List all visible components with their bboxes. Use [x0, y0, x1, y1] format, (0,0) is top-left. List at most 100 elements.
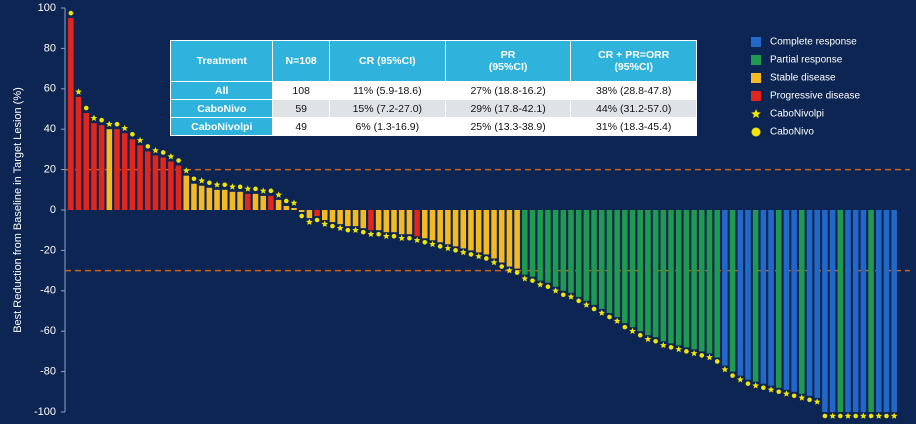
- bar: [875, 210, 882, 412]
- marker: [807, 397, 812, 403]
- bar: [221, 189, 228, 210]
- table-cell: 108: [272, 81, 330, 100]
- bar: [214, 189, 220, 210]
- legend-label: Complete response: [770, 37, 857, 48]
- marker: [822, 413, 828, 419]
- bar: [345, 210, 351, 227]
- marker: [360, 229, 366, 235]
- bar: [306, 210, 313, 219]
- bar: [398, 210, 405, 235]
- marker: [706, 353, 713, 361]
- bar: [691, 210, 697, 350]
- bar: [237, 191, 243, 210]
- table-cell: 27% (18.8-16.2): [444, 81, 572, 100]
- bar: [799, 210, 805, 394]
- marker: [714, 359, 720, 364]
- marker: [237, 184, 243, 190]
- bar: [491, 210, 497, 259]
- bar: [175, 165, 182, 210]
- marker: [182, 167, 190, 174]
- legend-marker: [751, 55, 761, 65]
- table-cell: 15% (7.2-27.0): [328, 99, 446, 118]
- marker: [213, 181, 221, 188]
- marker: [68, 10, 74, 16]
- bar: [883, 210, 890, 412]
- bar: [775, 210, 782, 388]
- row-label: All: [169, 81, 274, 100]
- bar: [275, 199, 282, 210]
- bar: [245, 193, 251, 210]
- marker: [229, 183, 236, 190]
- marker: [837, 413, 843, 419]
- marker: [453, 248, 458, 253]
- marker: [314, 217, 320, 223]
- bar: [837, 210, 844, 412]
- marker: [583, 301, 590, 308]
- bar: [652, 210, 659, 338]
- marker: [336, 224, 344, 231]
- table-cell: 11% (5.9-18.6): [328, 81, 446, 100]
- bar: [552, 210, 559, 287]
- marker: [499, 264, 505, 269]
- bar: [91, 123, 97, 210]
- bar: [537, 210, 543, 281]
- marker: [290, 199, 298, 206]
- bar: [83, 113, 90, 210]
- bar: [114, 129, 120, 210]
- bar: [745, 210, 751, 380]
- results-table: Treatment N=108 CR (95%CI) PR (95%CI) CR + P…: [169, 40, 697, 136]
- marker: [530, 278, 535, 283]
- marker: [176, 158, 181, 163]
- header-cell: CR (95%CI): [328, 40, 446, 82]
- bar: [714, 210, 720, 358]
- bar: [891, 210, 897, 412]
- marker: [475, 252, 482, 260]
- marker: [167, 153, 175, 160]
- marker: [868, 413, 874, 419]
- marker: [268, 188, 274, 194]
- legend-marker: [751, 109, 761, 118]
- bar: [314, 210, 320, 217]
- marker: [437, 244, 443, 249]
- header-cell: Treatment: [169, 40, 274, 82]
- marker: [330, 223, 335, 229]
- marker: [514, 270, 520, 275]
- bar: [483, 210, 490, 255]
- marker: [675, 345, 682, 353]
- bar: [637, 210, 644, 332]
- marker: [591, 306, 597, 312]
- bar: [737, 210, 744, 376]
- marker: [844, 412, 852, 419]
- bar: [822, 210, 828, 412]
- y-axis-label: Best Reduction from Baseline in Target L…: [12, 87, 24, 333]
- bar: [68, 18, 74, 210]
- bar: [791, 210, 797, 392]
- marker: [644, 335, 652, 343]
- bar: [391, 210, 397, 233]
- legend-label: Progressive disease: [770, 91, 860, 102]
- marker: [345, 227, 351, 233]
- marker: [145, 144, 151, 149]
- row-label: CaboNivolpi: [169, 117, 274, 136]
- marker: [422, 239, 428, 245]
- marker: [352, 226, 359, 233]
- bar: [591, 210, 597, 305]
- bar: [152, 155, 159, 210]
- marker: [598, 309, 606, 316]
- marker: [890, 412, 898, 419]
- legend-label: CaboNivo: [770, 127, 814, 138]
- bar: [752, 210, 759, 382]
- bar: [422, 210, 428, 239]
- header-cell: N=108: [272, 40, 330, 82]
- marker: [398, 234, 405, 242]
- marker: [130, 132, 135, 137]
- table-row: CaboNivolpi 49 6% (1.3-16.9) 25% (13.3-38.9…: [169, 117, 697, 136]
- bar: [329, 210, 336, 223]
- bar: [183, 175, 190, 210]
- y-tick-label: 20: [44, 164, 56, 176]
- bar: [560, 210, 567, 291]
- marker: [484, 256, 489, 261]
- bar: [321, 210, 328, 221]
- table-cell: 38% (28.8-47.8): [570, 81, 697, 100]
- marker: [114, 121, 120, 127]
